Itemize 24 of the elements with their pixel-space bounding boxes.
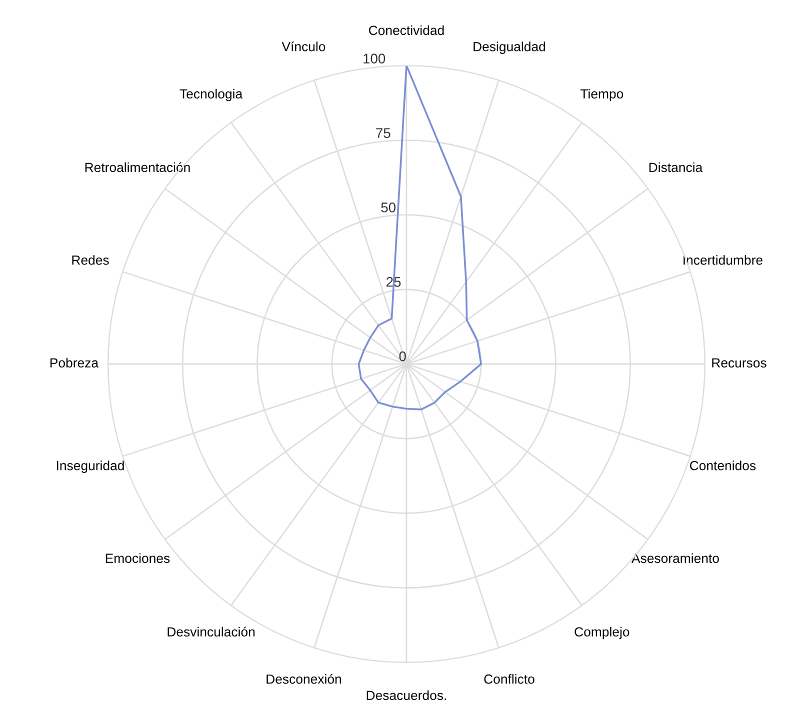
spoke-label: Contenidos [690,460,756,470]
spoke-label: Retroalimentación [85,162,190,172]
y-tick-label: 0 [399,351,406,362]
spoke-label: Conectividad [369,25,444,36]
y-tick-label: 50 [381,202,396,212]
spoke-label: Desvinculación [168,626,255,637]
spoke-label: Desconexión [266,674,342,684]
spoke-label: Complejo [574,626,630,640]
spoke-label: Desigualdad [474,42,546,54]
y-tick-label: 100 [364,54,386,64]
y-tick-label: 75 [376,128,390,138]
spoke-label: Incertidumbre [684,255,762,265]
spoke-label: Desacuerdos. [366,690,446,700]
spoke-label: Tecnologia [180,88,243,102]
spoke-label: Emociones [106,553,170,563]
spoke-label: Conflicto [484,674,534,684]
spoke-label: Recursos [712,358,766,368]
spoke-label: Pobreza [50,358,99,368]
spoke-label: Redes [72,255,109,265]
spoke-label: Inseguridad [56,460,124,473]
spoke-label: Vínculo [282,41,326,52]
spoke-label: Distancia [649,162,703,172]
spoke-label: Tiempo [580,88,624,102]
spoke-label: Asesoramiento [632,553,719,563]
